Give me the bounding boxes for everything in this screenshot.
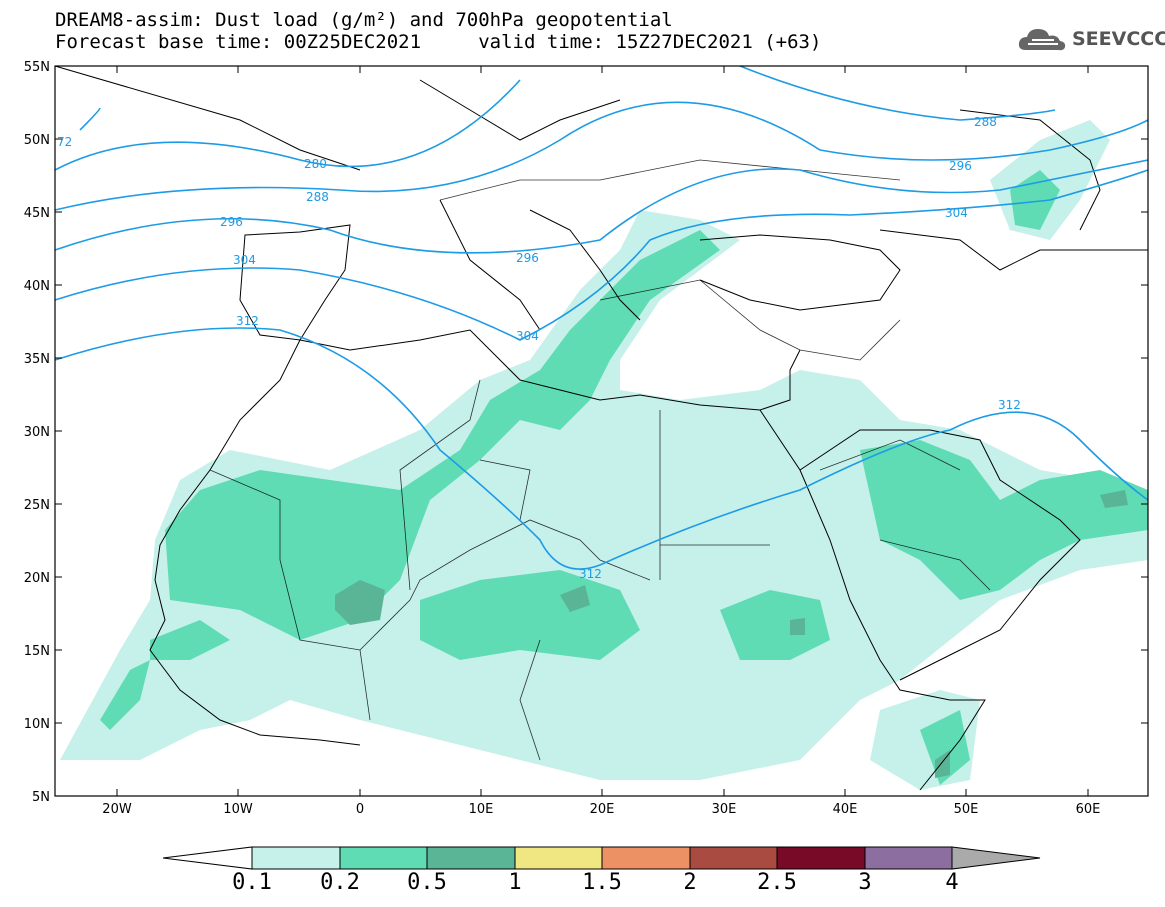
- lon-label: 10W: [223, 802, 253, 817]
- contour-label: 312: [236, 314, 259, 328]
- lat-label: 35N: [24, 352, 50, 367]
- contour-label: 296: [220, 215, 243, 229]
- lat-label: 55N: [24, 60, 50, 75]
- contour-label: 304: [945, 206, 968, 220]
- latitude-labels: 55N 50N 45N 40N 35N 30N 25N 20N 15N 10N …: [24, 60, 50, 805]
- lon-label: 20E: [590, 802, 615, 817]
- colorbar-label: 0.5: [407, 870, 447, 895]
- colorbar-label: 2.5: [757, 870, 797, 895]
- seevccc-logo: SEEVCCC: [1016, 24, 1165, 58]
- lat-label: 50N: [24, 133, 50, 148]
- longitude-axis: [116, 66, 1089, 796]
- contour-label: 312: [998, 398, 1021, 412]
- colorbar-label: 1.5: [582, 870, 622, 895]
- dust-medium-areas: [100, 170, 1148, 785]
- lon-label: 60E: [1076, 802, 1101, 817]
- colorbar: [162, 846, 1041, 870]
- latitude-axis: [55, 65, 1148, 724]
- longitude-labels: 20W 10W 0 10E 20E 30E 40E 50E 60E: [102, 802, 1100, 817]
- colorbar-lower-arrow: [162, 846, 253, 870]
- logo-text: SEEVCCC: [1072, 28, 1165, 50]
- lat-label: 10N: [24, 717, 50, 732]
- contour-label: 296: [516, 251, 539, 265]
- colorbar-swatch: [426, 846, 516, 870]
- lat-label: 5N: [32, 790, 50, 805]
- colorbar-swatch: [689, 846, 778, 870]
- geopotential-contours: [54, 65, 1149, 570]
- colorbar-swatch: [251, 846, 341, 870]
- lon-label: 0: [356, 802, 364, 817]
- lon-label: 10E: [469, 802, 494, 817]
- title-line-1: DREAM8-assim: Dust load (g/m²) and 700hP…: [55, 9, 673, 31]
- lat-label: 20N: [24, 571, 50, 586]
- lat-label: 15N: [24, 644, 50, 659]
- contour-label: 304: [516, 329, 539, 343]
- lat-label: 40N: [24, 279, 50, 294]
- contour-label: 288: [306, 190, 329, 204]
- contour-label: 304: [233, 253, 256, 267]
- coastlines: [54, 65, 1148, 791]
- colorbar-swatch: [776, 846, 866, 870]
- contour-label: 296: [949, 159, 972, 173]
- colorbar-label: 3: [858, 870, 872, 895]
- lon-label: 50E: [954, 802, 979, 817]
- dust-dense-areas: [335, 490, 1128, 778]
- lon-label: 30E: [712, 802, 737, 817]
- colorbar-label: 0.1: [232, 870, 272, 895]
- colorbar-swatch: [514, 846, 603, 870]
- colorbar-label: 1: [508, 870, 522, 895]
- colorbar-label: 4: [945, 870, 959, 895]
- colorbar-label: 0.2: [320, 870, 360, 895]
- title-line-2: Forecast base time: 00Z25DEC2021 valid t…: [55, 31, 822, 53]
- contour-label: 280: [304, 157, 327, 171]
- contour-label: 288: [974, 115, 997, 129]
- country-borders: [209, 159, 991, 761]
- lon-label: 40E: [833, 802, 858, 817]
- lat-label: 45N: [24, 206, 50, 221]
- lat-label: 30N: [24, 425, 50, 440]
- colorbar-swatch: [601, 846, 691, 870]
- colorbar-label: 2: [683, 870, 697, 895]
- contour-label: 72: [57, 135, 72, 149]
- lat-label: 25N: [24, 498, 50, 513]
- colorbar-upper-arrow: [951, 846, 1041, 870]
- colorbar-swatch: [864, 846, 953, 870]
- lon-label: 20W: [102, 802, 132, 817]
- cloud-icon: [1018, 29, 1066, 51]
- contour-label: 312: [579, 567, 602, 581]
- contour-labels: 72 280 288 296 304 312 296 304 312 288 2…: [57, 115, 1021, 581]
- colorbar-swatch: [339, 846, 428, 870]
